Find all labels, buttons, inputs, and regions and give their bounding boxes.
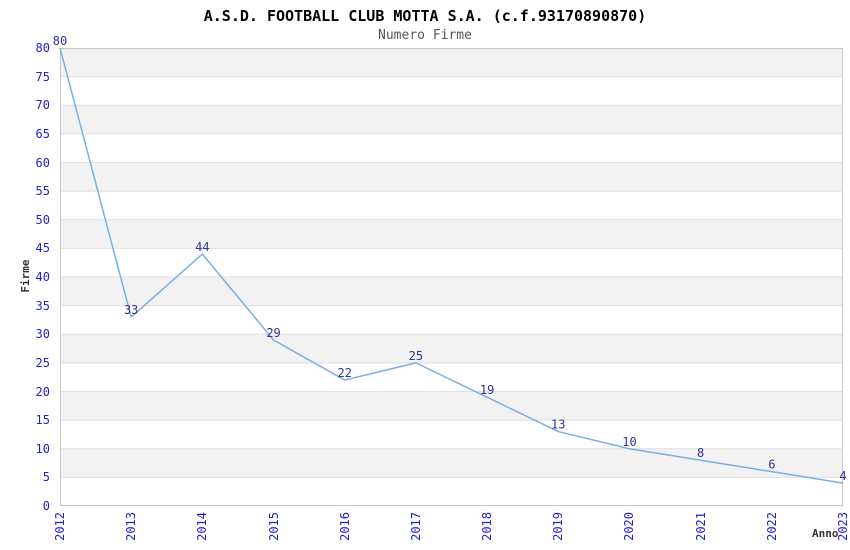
x-tick-label: 2015 [266, 512, 281, 541]
y-tick-label: 40 [35, 270, 50, 284]
point-label: 6 [768, 458, 775, 472]
x-tick-label: 2014 [195, 512, 210, 541]
plot-band [60, 191, 843, 220]
y-tick-label: 80 [35, 41, 50, 55]
chart-subtitle: Numero Firme [378, 28, 472, 43]
y-tick-label: 70 [35, 98, 50, 113]
chart-title: A.S.D. FOOTBALL CLUB MOTTA S.A. (c.f.931… [203, 7, 647, 25]
y-tick-label: 25 [35, 355, 50, 370]
plot-band [60, 48, 843, 77]
plot-band [60, 362, 843, 392]
x-tick-label: 2012 [53, 512, 67, 541]
point-label: 19 [480, 383, 494, 397]
y-tick-label: 50 [35, 212, 50, 227]
x-tick-label: 2018 [480, 512, 495, 541]
point-label: 13 [551, 418, 565, 432]
plot-band [60, 448, 843, 478]
plot-border [60, 48, 843, 506]
plot-band [60, 76, 843, 106]
y-tick-label: 10 [35, 441, 50, 456]
plot-band [60, 133, 843, 163]
y-tick-label: 0 [42, 499, 50, 513]
plot-band [60, 477, 843, 506]
plot-band [60, 334, 843, 363]
point-label: 33 [124, 303, 138, 317]
trend-line [59, 47, 844, 484]
y-tick-label: 5 [42, 470, 50, 485]
plot-svg: 80 33 44 29 22 25 19 13 10 8 6 4 [53, 34, 847, 506]
point-label: 29 [266, 326, 280, 340]
x-tick-label: 2022 [764, 512, 779, 541]
plot-band [60, 248, 843, 277]
plot-area: 80 33 44 29 22 25 19 13 10 8 6 4 [53, 34, 847, 506]
point-label: 8 [697, 446, 704, 460]
point-label: 44 [195, 240, 209, 254]
plot-band [60, 105, 843, 134]
x-tick-label: 2020 [622, 512, 637, 541]
x-tick-label: 2019 [551, 512, 566, 541]
y-tick-label: 45 [35, 241, 50, 256]
point-label: 22 [338, 366, 352, 380]
x-tick-label: 2021 [693, 512, 708, 541]
y-tick-label: 60 [35, 155, 50, 170]
y-tick-label: 35 [35, 298, 50, 313]
plot-band [60, 391, 843, 421]
x-tick-label: 2017 [408, 512, 423, 541]
x-tick-label: 2016 [337, 512, 352, 541]
y-tick-label: 15 [35, 413, 50, 428]
x-axis-label: Anno [812, 527, 839, 540]
plot-band [60, 420, 843, 449]
plot-band [60, 305, 843, 335]
point-label: 25 [409, 349, 423, 363]
x-tick-label: 2013 [124, 512, 139, 541]
plot-band [60, 219, 843, 249]
point-label: 80 [53, 34, 67, 48]
x-tick-label: 2023 [836, 512, 850, 541]
point-label: 10 [622, 435, 636, 449]
y-tick-label: 65 [35, 126, 50, 141]
y-tick-label: 20 [35, 384, 50, 399]
plot-band [60, 277, 843, 306]
point-label: 4 [839, 469, 846, 483]
plot-band [60, 162, 843, 192]
y-tick-label: 75 [35, 69, 50, 84]
y-tick-label: 30 [35, 327, 50, 342]
y-tick-label: 55 [35, 184, 50, 199]
